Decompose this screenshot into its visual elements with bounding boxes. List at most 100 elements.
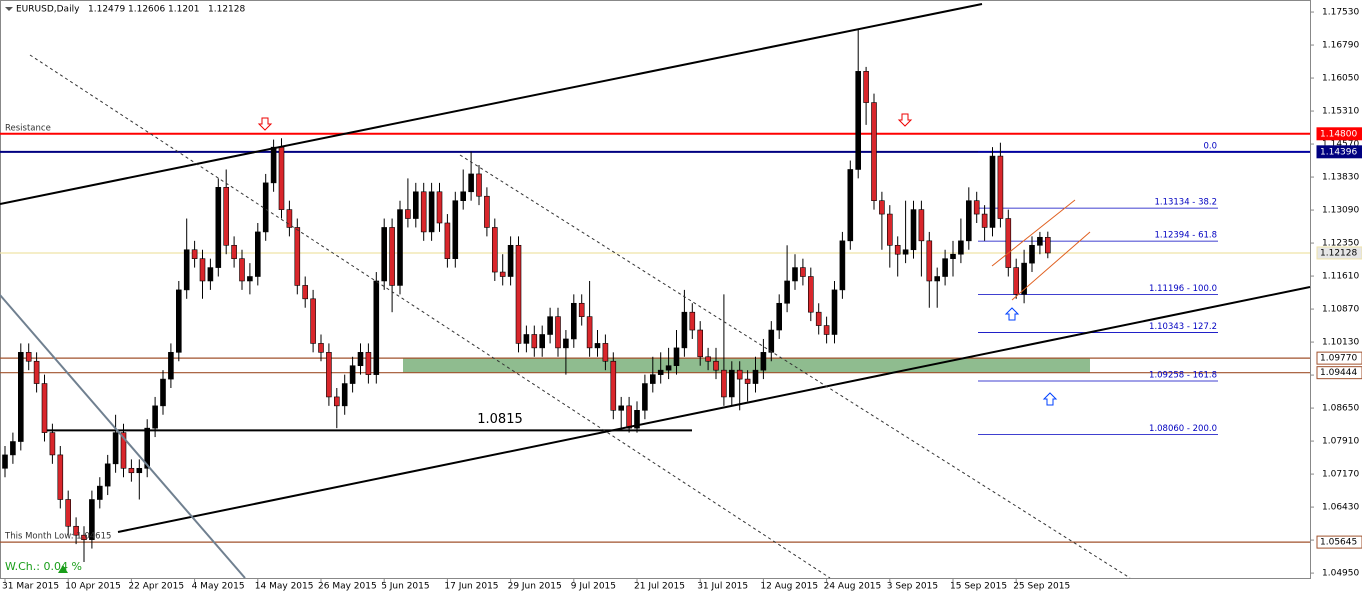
candle-body [33, 360, 40, 384]
candle-body [736, 369, 743, 380]
y-tick-label: 1.08650 [1322, 404, 1359, 414]
candle-body [981, 213, 988, 228]
candle-body [41, 383, 48, 433]
candle-body [965, 200, 972, 242]
fib-label: 1.09258 - 161.8 [1149, 370, 1217, 380]
candle-body [918, 209, 925, 242]
support-label: 1.0815 [477, 412, 523, 427]
x-tick-label: 9 Jul 2015 [571, 582, 616, 592]
y-tick-label: 1.11610 [1322, 272, 1359, 282]
candle-body [25, 352, 32, 362]
candle-body [886, 213, 893, 246]
candle-body [728, 369, 735, 398]
candle-body [1021, 262, 1027, 295]
candle-body [705, 356, 711, 362]
y-tick-label: 1.16790 [1322, 41, 1359, 51]
candle-body [507, 244, 514, 277]
candle-body [863, 71, 869, 103]
candle-body [1013, 267, 1020, 295]
candle-body [681, 311, 688, 349]
candle-body [657, 369, 664, 375]
candle-body [910, 209, 917, 251]
change-icon [58, 565, 68, 573]
candle-body [871, 102, 877, 201]
fib-label: 1.13134 - 38.2 [1154, 198, 1217, 208]
candle-body [973, 200, 980, 215]
x-tick-label: 26 May 2015 [318, 582, 377, 592]
candle-body [721, 369, 727, 398]
candle-body [262, 182, 269, 233]
plot-area [0, 0, 1311, 579]
candle-body [199, 258, 206, 282]
candle-body [365, 352, 372, 375]
gray-line [0, 294, 246, 579]
channel-line [991, 199, 1076, 267]
candle-body [81, 534, 87, 540]
candle-body [57, 454, 64, 500]
candle-body [586, 316, 593, 349]
x-tick-label: 5 Jun 2015 [381, 582, 429, 592]
candle-body [405, 209, 411, 219]
candle-body [594, 343, 601, 349]
candle-body [128, 467, 135, 474]
candle-body [104, 463, 111, 487]
candle-body [444, 222, 451, 259]
level-box [1316, 246, 1362, 260]
candle-body [610, 360, 617, 411]
candle-body [563, 338, 569, 349]
candle-body [602, 343, 609, 362]
candle-body [10, 441, 16, 456]
y-tick-label: 1.07910 [1322, 437, 1359, 447]
x-tick-label: 22 Apr 2015 [128, 582, 184, 592]
candle-body [294, 227, 301, 286]
candle-body [523, 334, 530, 344]
candle-body [389, 227, 395, 286]
candle-body [310, 298, 316, 344]
level-box [1316, 145, 1362, 159]
candle-body [800, 267, 806, 277]
candle-body [247, 276, 253, 282]
x-tick-label: 17 Jun 2015 [444, 582, 498, 592]
candle-body [420, 191, 427, 233]
candle-body [231, 244, 237, 259]
candle-body [626, 405, 632, 429]
candle-body [436, 191, 443, 224]
level-label: 1.09770 [1320, 354, 1357, 364]
candle-body [191, 249, 198, 259]
y-tick-label: 1.04950 [1322, 569, 1359, 579]
candle-body [531, 334, 538, 349]
fib-label: 0.0 [1203, 141, 1217, 151]
candle-body [160, 378, 166, 407]
candle-body [776, 302, 783, 331]
candle-body [278, 146, 285, 210]
candle-body [879, 200, 885, 215]
candle-body [997, 155, 1004, 219]
candle-body [215, 187, 222, 268]
candle-body [649, 374, 656, 384]
y-tick-label: 1.13090 [1322, 206, 1359, 216]
candle-body [65, 499, 71, 527]
fib-label: 1.08060 - 200.0 [1149, 424, 1217, 434]
y-tick-label: 1.12350 [1322, 239, 1359, 249]
candle-body [168, 352, 174, 380]
fib-label: 1.12394 - 61.8 [1154, 231, 1217, 241]
candle-body [302, 285, 309, 300]
candle-body [934, 276, 941, 282]
x-tick-label: 31 Mar 2015 [2, 582, 59, 592]
y-tick-label: 1.14570 [1322, 140, 1359, 150]
x-tick-label: 10 Apr 2015 [65, 582, 121, 592]
candle-body [112, 432, 119, 465]
x-tick-label: 14 May 2015 [255, 582, 314, 592]
candle-body [326, 352, 332, 398]
menu-icon [5, 7, 13, 11]
month-low-label: This Month Low: 1.04615 [4, 532, 111, 542]
x-tick-label: 15 Sep 2015 [950, 582, 1007, 592]
candle-body [926, 240, 933, 282]
candle-body [397, 209, 403, 286]
candle-body [428, 191, 435, 233]
candle-body [452, 200, 459, 259]
candle-body [539, 334, 546, 349]
x-tick-label: 25 Sep 2015 [1013, 582, 1070, 592]
candle-body [839, 240, 846, 291]
